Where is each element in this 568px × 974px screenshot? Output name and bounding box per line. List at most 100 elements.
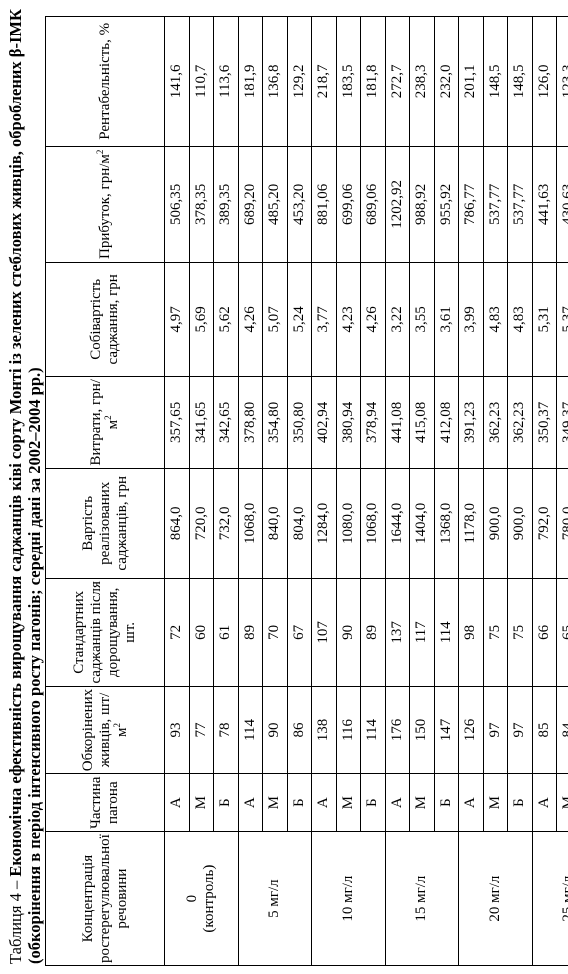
table-cell: 123,3 xyxy=(556,16,568,147)
table-cell: А xyxy=(385,773,410,832)
table-cell: А xyxy=(238,773,263,832)
header-rooted: Обкорінених живців, шт/м2 xyxy=(45,686,165,774)
table-cell: 378,94 xyxy=(360,376,385,469)
table-cell: М xyxy=(262,773,287,832)
table-cell: 402,94 xyxy=(311,376,336,469)
table-cell: 136,8 xyxy=(262,16,287,147)
table-cell: 453,20 xyxy=(287,146,312,263)
table-cell: М xyxy=(189,773,214,832)
table-cell: 350,80 xyxy=(287,376,312,469)
table-cell: 732,0 xyxy=(213,468,238,579)
data-table: Концентрація ростерегулювальної речовини… xyxy=(45,16,568,966)
table-cell: 66 xyxy=(532,578,557,687)
table-row: М 90 70 840,0 354,80 5,07 485,20 136,8 xyxy=(262,16,287,965)
table-cell: 126 xyxy=(458,686,483,774)
table-cell: Б xyxy=(507,773,532,832)
table-cell: 272,7 xyxy=(385,16,410,147)
table-cell: М xyxy=(556,773,568,832)
table-cell: 720,0 xyxy=(189,468,214,579)
table-row: 20 мг/л А 126 98 1178,0 391,23 3,99 786,77 201,1 xyxy=(458,16,532,966)
header-shoot-part: Частина пагона xyxy=(45,773,165,832)
table-cell: 3,22 xyxy=(385,262,410,377)
table-cell: 138 xyxy=(311,686,336,774)
table-row: 5 мг/л А 114 89 1068,0 378,80 4,26 689,20 181,9 xyxy=(238,16,312,966)
table-cell: 786,77 xyxy=(458,146,483,263)
table-cell: 441,08 xyxy=(385,376,410,469)
table-cell: 89 xyxy=(360,578,385,687)
table-cell: 430,63 xyxy=(556,146,568,263)
table-cell: 176 xyxy=(385,686,410,774)
table-cell: 65 xyxy=(556,578,568,687)
table-cell: Б xyxy=(434,773,459,832)
table-cell: 110,7 xyxy=(189,16,214,147)
table-cell: 349,37 xyxy=(556,376,568,469)
table-cell: 537,77 xyxy=(483,146,508,263)
table-row: 10 мг/л А 138 107 1284,0 402,94 3,77 881,06 218,… xyxy=(311,16,385,966)
table-cell: 362,23 xyxy=(507,376,532,469)
table-cell: 1368,0 xyxy=(434,468,459,579)
table-cell: М xyxy=(336,773,361,832)
table-cell: 84 xyxy=(556,686,568,774)
table-cell: 98 xyxy=(458,578,483,687)
concentration-cell: 10 мг/л xyxy=(311,831,385,966)
table-cell: А xyxy=(458,773,483,832)
table-cell: 147 xyxy=(434,686,459,774)
table-cell: 129,2 xyxy=(287,16,312,147)
table-cell: 780,0 xyxy=(556,468,568,579)
table-cell: 389,35 xyxy=(213,146,238,263)
table-cell: 181,9 xyxy=(238,16,263,147)
table-cell: 881,06 xyxy=(311,146,336,263)
table-cell: 354,80 xyxy=(262,376,287,469)
table-cell: 97 xyxy=(507,686,532,774)
table-row: Б 147 114 1368,0 412,08 3,61 955,92 232,0 xyxy=(434,16,459,965)
header-profit: Прибуток, грн/м2 xyxy=(45,146,165,263)
header-standard: Стандартних саджанців після дорощування,… xyxy=(45,578,165,687)
header-cost-price: Собівартість саджання, грн xyxy=(45,262,165,377)
table-cell: 804,0 xyxy=(287,468,312,579)
table-row: М 77 60 720,0 341,65 5,69 378,35 110,7 xyxy=(189,16,214,965)
table-cell: 4,97 xyxy=(164,262,189,377)
table-cell: 506,35 xyxy=(164,146,189,263)
table-cell: 1284,0 xyxy=(311,468,336,579)
table-cell: 4,83 xyxy=(507,262,532,377)
table-cell: 238,3 xyxy=(409,16,434,147)
table-cell: 90 xyxy=(262,686,287,774)
table-cell: 150 xyxy=(409,686,434,774)
table-cell: 1404,0 xyxy=(409,468,434,579)
table-cell: 350,37 xyxy=(532,376,557,469)
table-cell: 60 xyxy=(189,578,214,687)
table-cell: 441,63 xyxy=(532,146,557,263)
table-cell: А xyxy=(311,773,336,832)
table-cell: 900,0 xyxy=(483,468,508,579)
table-cell: 341,65 xyxy=(189,376,214,469)
header-value: Вартість реалізованих саджанців, грн xyxy=(45,468,165,579)
table-cell: 955,92 xyxy=(434,146,459,263)
table-row: 0 (контроль) А 93 72 864,0 357,65 4,97 506,35 14… xyxy=(164,16,238,966)
table-cell: 4,26 xyxy=(238,262,263,377)
table-cell: 201,1 xyxy=(458,16,483,147)
table-cell: 3,77 xyxy=(311,262,336,377)
table-row: 25 мг/л А 85 66 792,0 350,37 5,31 441,63 126,0 xyxy=(532,16,568,966)
table-cell: 114 xyxy=(238,686,263,774)
table-cell: 85 xyxy=(532,686,557,774)
table-cell: 126,0 xyxy=(532,16,557,147)
table-cell: 4,83 xyxy=(483,262,508,377)
table-row: Б 86 67 804,0 350,80 5,24 453,20 129,2 xyxy=(287,16,312,965)
table-cell: 97 xyxy=(483,686,508,774)
table-cell: 77 xyxy=(189,686,214,774)
caption-title: Економічна ефективність вирощування садж… xyxy=(6,9,44,964)
table-cell: 93 xyxy=(164,686,189,774)
table-row: Б 78 61 732,0 342,65 5,62 389,35 113,6 xyxy=(213,16,238,965)
table-cell: 5,37 xyxy=(556,262,568,377)
table-cell: 67 xyxy=(287,578,312,687)
table-cell: 86 xyxy=(287,686,312,774)
table-cell: 183,5 xyxy=(336,16,361,147)
table-cell: 1644,0 xyxy=(385,468,410,579)
table-cell: 988,92 xyxy=(409,146,434,263)
table-cell: 378,35 xyxy=(189,146,214,263)
header-concentration: Концентрація ростерегулювальної речовини xyxy=(45,831,165,966)
table-cell: 5,07 xyxy=(262,262,287,377)
table-cell: 362,23 xyxy=(483,376,508,469)
table-cell: 3,61 xyxy=(434,262,459,377)
